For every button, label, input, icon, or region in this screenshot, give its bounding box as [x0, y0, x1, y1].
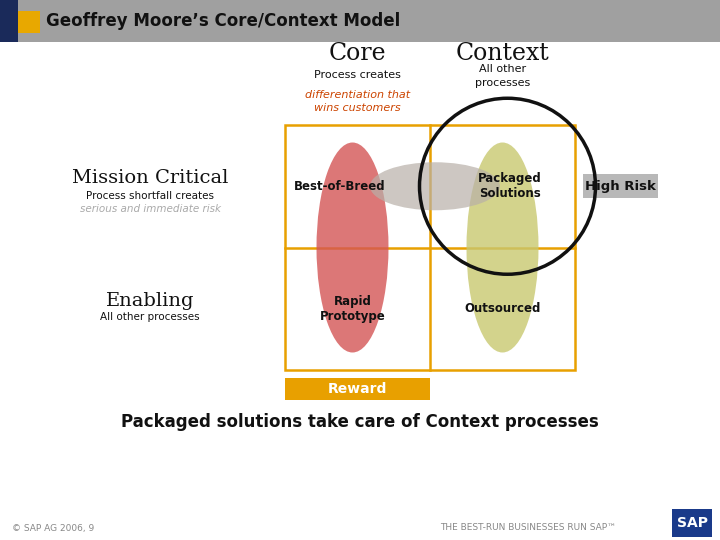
Bar [285, 125, 575, 370]
Ellipse shape [467, 143, 539, 353]
Text: serious and immediate risk: serious and immediate risk [79, 204, 220, 214]
Text: Core: Core [329, 42, 387, 64]
Text: Mission Critical: Mission Critical [72, 169, 228, 187]
Text: THE BEST-RUN BUSINESSES RUN SAP™: THE BEST-RUN BUSINESSES RUN SAP™ [440, 523, 616, 532]
Text: All other processes: All other processes [100, 312, 200, 322]
FancyBboxPatch shape [285, 378, 430, 400]
Text: Geoffrey Moore’s Core/Context Model: Geoffrey Moore’s Core/Context Model [46, 12, 400, 30]
Text: Process shortfall creates: Process shortfall creates [86, 191, 214, 201]
Text: Best-of-Breed: Best-of-Breed [294, 180, 386, 193]
Text: Packaged solutions take care of Context processes: Packaged solutions take care of Context … [121, 413, 599, 431]
Ellipse shape [370, 162, 500, 210]
Text: SAP: SAP [677, 516, 708, 530]
Text: Context: Context [456, 42, 549, 64]
Text: Packaged
Solutions: Packaged Solutions [478, 172, 541, 200]
FancyBboxPatch shape [18, 11, 40, 33]
Text: © SAP AG 2006, 9: © SAP AG 2006, 9 [12, 523, 94, 532]
FancyBboxPatch shape [672, 509, 712, 537]
Text: All other
processes: All other processes [475, 64, 530, 87]
Text: Process creates: Process creates [314, 70, 401, 80]
FancyBboxPatch shape [0, 0, 720, 42]
Text: Enabling: Enabling [106, 292, 194, 310]
FancyBboxPatch shape [0, 0, 18, 42]
Text: Reward: Reward [328, 382, 387, 396]
Text: Rapid
Prototype: Rapid Prototype [320, 295, 385, 323]
Text: differentiation that
wins customers: differentiation that wins customers [305, 90, 410, 113]
Text: Outsourced: Outsourced [464, 302, 541, 315]
Text: High Risk: High Risk [585, 180, 656, 193]
FancyBboxPatch shape [583, 174, 658, 198]
Ellipse shape [317, 143, 389, 353]
